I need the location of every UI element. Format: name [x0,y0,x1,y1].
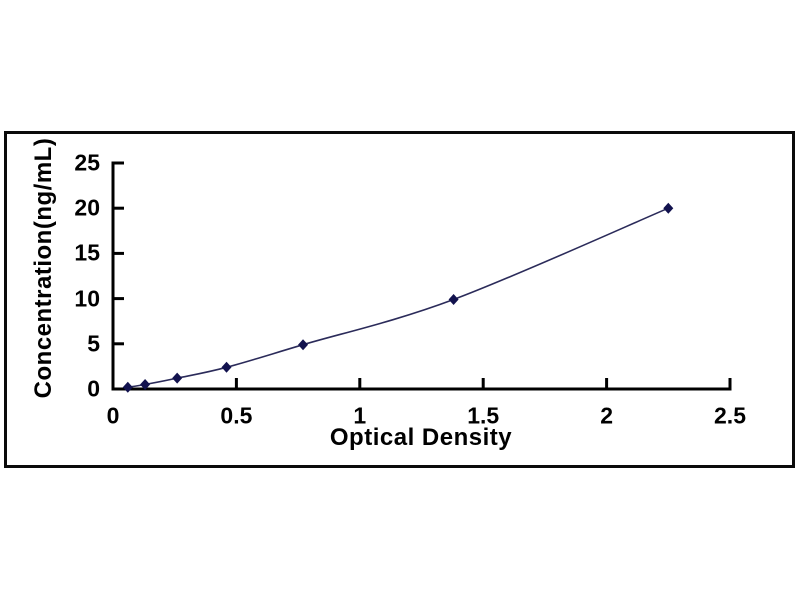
data-point-marker [448,294,459,306]
data-point-marker [172,372,183,384]
data-point-marker [298,339,309,351]
data-point-marker [663,202,674,214]
standard-curve-line [127,207,669,388]
x-tick-label: 0.5 [220,402,253,429]
x-tick-label: 1.5 [467,402,500,429]
y-tick-label: 15 [74,239,100,266]
data-point-marker [140,378,151,390]
y-tick-label: 5 [87,330,100,357]
axes-lines [111,161,732,391]
data-point-marker [221,361,232,373]
y-tick-label: 25 [74,149,100,176]
y-tick-label: 20 [74,194,100,221]
y-axis-title: Concentration(ng/mL) [30,137,57,399]
x-axis-title: Optical Density [329,424,513,451]
chart-frame [4,131,795,468]
x-tick-label: 2.5 [714,402,746,429]
x-tick-label: 2 [600,402,613,429]
y-tick-label: 0 [87,375,100,402]
x-tick-label: 1 [353,402,367,429]
data-point-marker [122,381,133,393]
y-tick-label: 10 [74,285,100,312]
x-tick-label: 0 [106,402,120,429]
